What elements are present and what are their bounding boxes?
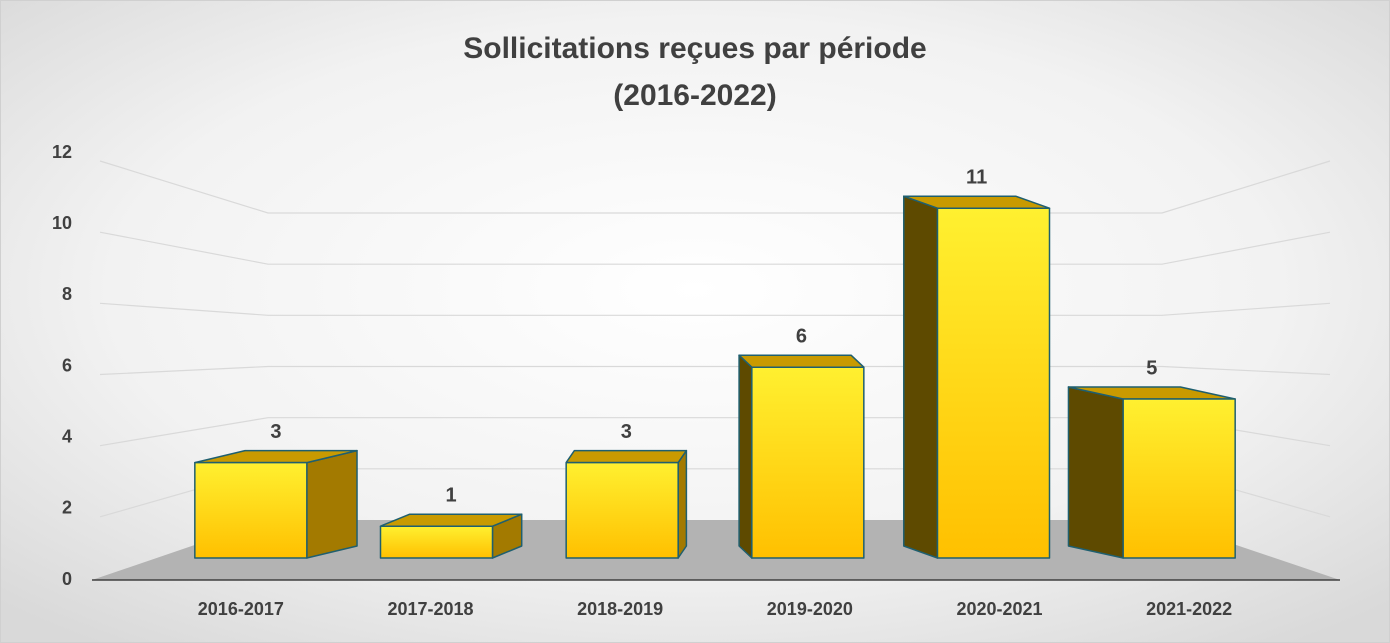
bar [379,513,523,559]
data-label: 11 [966,166,987,188]
bar-front [751,366,865,559]
y-tick-label: 12 [52,142,72,162]
x-tick-label: 2020-2021 [956,599,1042,619]
bar [1067,386,1236,559]
y-tick-label: 2 [62,498,72,518]
bar-side [677,449,688,559]
bar-front [936,207,1051,559]
x-tick-label: 2018-2019 [577,599,663,619]
data-label: 6 [796,325,807,347]
y-tick-label: 4 [62,426,72,446]
data-label: 3 [270,421,281,443]
grid-line [99,365,1331,376]
bar [194,449,358,559]
bar-front [1122,398,1236,559]
data-label: 5 [1146,357,1157,379]
grid-line [99,302,1331,316]
grid-line [99,468,1331,518]
y-tick-label: 6 [62,355,72,375]
x-tick-label: 2017-2018 [387,599,473,619]
bar-front [379,525,494,559]
x-tick-label: 2021-2022 [1146,599,1232,619]
grid-line [99,417,1331,447]
x-tick-label: 2016-2017 [198,599,284,619]
bar [565,449,688,559]
y-tick-label: 10 [52,213,72,233]
grid-line [99,231,1331,265]
bar-top [565,449,688,464]
data-label: 1 [446,484,457,506]
bar [738,354,865,559]
bar-front [194,461,308,559]
y-tick-label: 0 [62,569,72,589]
chart-title: (2016-2022) [613,79,776,112]
x-tick-label: 2019-2020 [767,599,853,619]
chart-title: Sollicitations reçues par période [463,32,926,65]
bar [903,195,1051,559]
bar-side [306,449,358,559]
y-tick-label: 8 [62,284,72,304]
bar-front [565,461,679,559]
bar-top [738,354,865,368]
grid-line [99,160,1331,214]
bar-side [903,195,939,559]
bar-side [1067,386,1124,559]
bar-side [738,354,753,559]
data-label: 3 [621,421,632,443]
